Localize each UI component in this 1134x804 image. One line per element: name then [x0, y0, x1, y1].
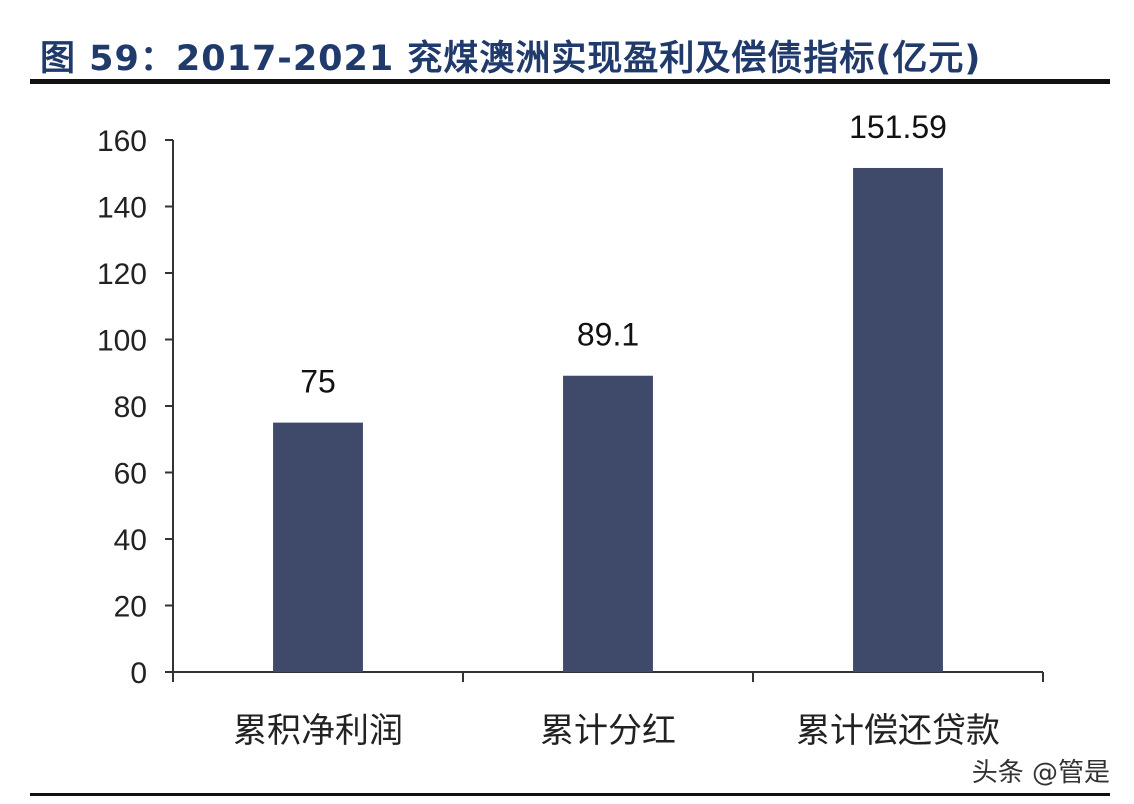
- x-category-label: 累计分红: [540, 711, 676, 751]
- y-tick-label: 120: [97, 258, 147, 291]
- x-category-label: 累积净利润: [233, 711, 403, 751]
- y-tick-label: 160: [97, 125, 147, 158]
- bottom-divider: [30, 793, 1110, 796]
- y-tick-label: 60: [114, 458, 147, 491]
- y-tick-label: 40: [114, 524, 147, 557]
- y-tick-label: 80: [114, 391, 147, 424]
- x-category-label: 累计偿还贷款: [796, 711, 1000, 751]
- data-label: 89.1: [577, 317, 639, 353]
- chart-bars: 75 89.1 151.59: [273, 109, 947, 672]
- y-tick-label: 140: [97, 192, 147, 225]
- watermark: 头条 @管是: [971, 758, 1110, 788]
- title-divider: [30, 79, 1110, 84]
- bar-2: [563, 375, 653, 672]
- bar-1: [273, 422, 363, 672]
- y-tick-label: 100: [97, 325, 147, 358]
- data-label: 151.59: [849, 109, 947, 145]
- y-tick-label: 0: [130, 657, 147, 690]
- chart-title: 图 59：2017-2021 兖煤澳洲实现盈利及偿债指标(亿元): [40, 39, 982, 79]
- y-tick-label: 20: [114, 591, 147, 624]
- bar-3: [853, 167, 943, 672]
- data-label: 75: [300, 364, 336, 400]
